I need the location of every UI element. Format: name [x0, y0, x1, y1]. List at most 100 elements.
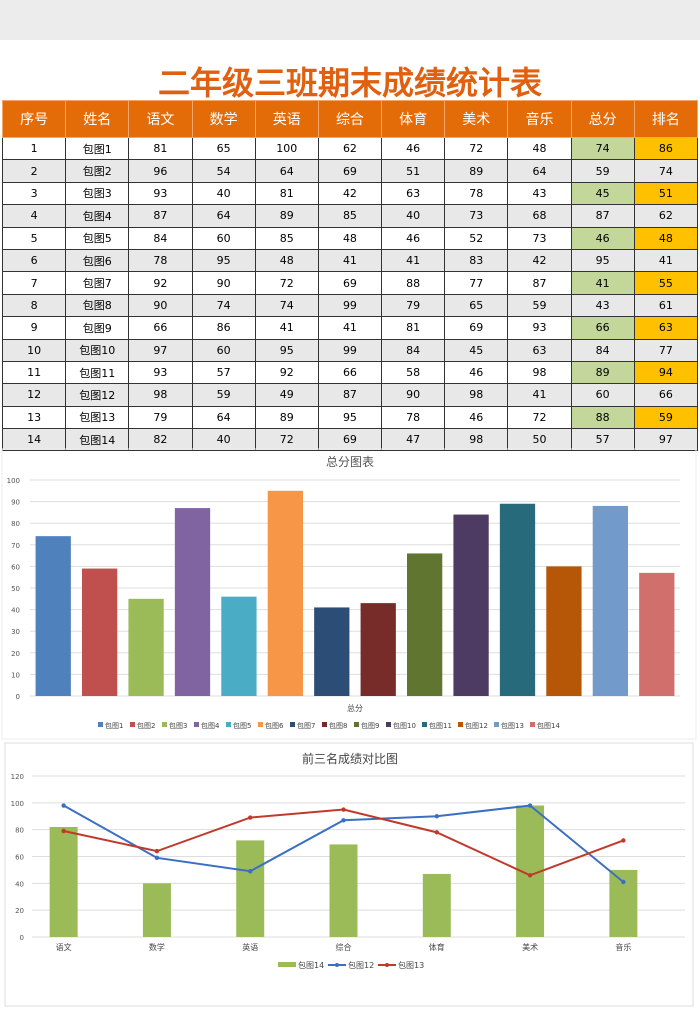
chart-border [4, 742, 694, 1007]
table-cell: 95 [254, 338, 319, 362]
column-header: 美术 [444, 100, 509, 138]
table-cell: 100 [254, 136, 319, 161]
x-tick-label: 语文 [56, 942, 72, 952]
legend-label: 包图3 [169, 721, 187, 730]
table-cell: 81 [254, 181, 319, 206]
legend-swatch [322, 722, 327, 727]
point-包图12 [527, 803, 533, 808]
legend-swatch [162, 722, 167, 727]
table-cell: 6 [1, 248, 67, 273]
table-cell: 45 [444, 338, 509, 362]
y-tick-label: 80 [15, 827, 24, 835]
table-cell: 51 [633, 181, 699, 206]
table-cell: 包图3 [65, 181, 130, 206]
table-cell: 63 [507, 338, 572, 362]
bar-包图4 [174, 508, 211, 696]
y-tick-label: 50 [11, 585, 20, 593]
table-cell: 11 [1, 360, 67, 385]
bar-包图14 [142, 883, 171, 937]
table-cell: 59 [507, 293, 572, 318]
table-cell: 72 [507, 405, 572, 430]
table-cell: 58 [381, 360, 446, 385]
point-包图12 [154, 855, 160, 861]
table-row: 8 包图8 90 74 74 99 79 65 59 43 61 [1, 293, 699, 318]
chart-border [1, 448, 697, 740]
table-cell: 12 [1, 383, 67, 407]
table-cell: 61 [633, 293, 699, 318]
table-cell: 97 [128, 338, 193, 362]
point-包图12 [248, 869, 253, 874]
column-header: 姓名 [65, 100, 130, 138]
table-cell: 93 [507, 316, 572, 340]
table-cell: 72 [254, 271, 319, 295]
table-cell: 57 [570, 428, 635, 452]
table-cell: 包图14 [65, 428, 130, 452]
table-row: 12 包图12 98 59 49 87 90 98 41 60 66 [1, 383, 699, 407]
table-cell: 包图13 [65, 405, 130, 430]
y-tick-label: 40 [11, 607, 20, 615]
bar-包图9 [407, 553, 443, 696]
table-row: 7 包图7 92 90 72 69 88 77 87 41 55 [1, 271, 699, 295]
table-cell: 95 [317, 405, 383, 430]
legend-swatch [530, 722, 535, 727]
page-title: 二年级三班期末成绩统计表 [157, 64, 542, 102]
table-cell: 57 [191, 360, 256, 385]
legend-label: 包图5 [233, 721, 251, 730]
point-包图12 [61, 803, 66, 808]
table-cell: 包图5 [65, 226, 130, 250]
table-cell: 78 [444, 181, 509, 206]
table-cell: 48 [633, 226, 699, 250]
column-header: 排名 [633, 100, 699, 138]
y-tick-label: 100 [11, 800, 24, 808]
table-row: 3 包图3 93 40 81 42 63 78 43 45 51 [1, 181, 699, 206]
table-cell: 48 [254, 248, 319, 273]
table-cell: 2 [1, 159, 67, 183]
x-tick-label: 体育 [429, 942, 445, 952]
table-cell: 52 [444, 226, 509, 250]
point-包图13 [61, 828, 66, 834]
y-tick-label: 70 [11, 542, 20, 550]
bar-包图2 [82, 568, 118, 696]
table-cell: 包图7 [65, 271, 130, 295]
table-cell: 69 [317, 271, 383, 295]
y-tick-label: 100 [7, 477, 20, 485]
top-bar [0, 0, 700, 40]
point-包图13 [527, 873, 533, 878]
legend-label: 包图12 [465, 721, 488, 730]
table-cell: 41 [381, 248, 446, 273]
bar-包图1 [35, 536, 71, 696]
bar-包图8 [360, 603, 396, 696]
table-cell: 87 [128, 204, 193, 228]
legend-swatch [226, 722, 231, 727]
table-cell: 84 [570, 338, 635, 362]
legend-label: 包图6 [265, 721, 284, 730]
table-cell: 8 [1, 293, 67, 318]
table-cell: 81 [128, 136, 193, 161]
table-cell: 54 [191, 159, 256, 183]
column-header: 序号 [1, 100, 67, 138]
table-cell: 3 [1, 181, 67, 206]
table-cell: 60 [191, 338, 256, 362]
column-header: 综合 [317, 100, 383, 138]
x-tick-label: 英语 [242, 942, 258, 952]
table-cell: 66 [128, 316, 193, 340]
table-cell: 89 [254, 204, 319, 228]
table-cell: 1 [1, 136, 67, 161]
table-cell: 包图1 [65, 136, 130, 161]
table-cell: 74 [254, 293, 319, 318]
table-cell: 66 [633, 383, 699, 407]
table-cell: 包图4 [65, 204, 130, 228]
table-cell: 87 [570, 204, 635, 228]
table-cell: 77 [633, 338, 699, 362]
chart-title: 前三名成绩对比图 [302, 751, 398, 766]
table-cell: 43 [507, 181, 572, 206]
table-cell: 59 [633, 405, 699, 430]
table-cell: 78 [381, 405, 446, 430]
column-header: 总分 [570, 100, 635, 138]
table-cell: 73 [444, 204, 509, 228]
legend-swatch [258, 722, 263, 727]
table-cell: 95 [191, 248, 256, 273]
table-cell: 7 [1, 271, 67, 295]
table-cell: 74 [633, 159, 699, 183]
table-cell: 46 [381, 226, 446, 250]
